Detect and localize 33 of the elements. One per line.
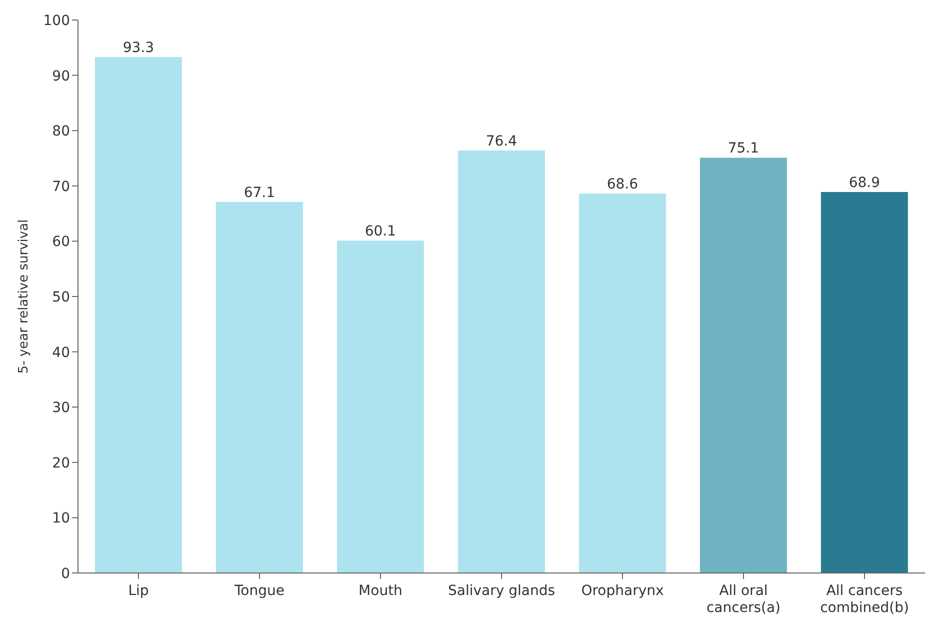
- y-tick-label: 50: [52, 289, 70, 306]
- x-tick-label: Salivary glands: [448, 583, 556, 599]
- y-tick-label: 80: [52, 124, 70, 140]
- bar: [458, 150, 545, 573]
- y-tick-label: 0: [61, 566, 70, 582]
- bar: [578, 194, 666, 573]
- data-label: 60.1: [364, 224, 396, 240]
- x-tick-label: Oropharynx: [581, 583, 664, 599]
- data-label: 93.3: [122, 40, 154, 56]
- y-tick-label: 20: [52, 455, 70, 472]
- x-tick-label: All cancers combined(b): [820, 583, 909, 616]
- bar: [820, 192, 908, 573]
- data-label: 67.1: [244, 184, 276, 201]
- x-tick-label: Mouth: [358, 583, 402, 599]
- y-axis-title: 5- year relative survival: [16, 219, 32, 374]
- x-tick-label: Lip: [128, 583, 149, 599]
- data-label: 68.6: [606, 176, 638, 193]
- y-tick-label: 100: [43, 12, 70, 29]
- y-tick-label: 40: [52, 344, 70, 361]
- x-tick-label: Tongue: [234, 583, 284, 599]
- y-tick-label: 60: [52, 234, 70, 250]
- bar: [336, 240, 424, 573]
- x-tick-label: All oral cancers(a): [706, 583, 781, 616]
- bar: [94, 57, 182, 573]
- y-tick-label: 30: [52, 400, 70, 416]
- y-tick-label: 10: [52, 510, 70, 527]
- y-tick-label: 70: [52, 178, 70, 195]
- bar: [700, 158, 787, 573]
- bar: [216, 202, 303, 573]
- data-label: 76.4: [486, 134, 518, 150]
- data-label: 75.1: [728, 140, 760, 157]
- data-label: 68.9: [848, 174, 880, 191]
- y-tick-label: 90: [52, 68, 70, 84]
